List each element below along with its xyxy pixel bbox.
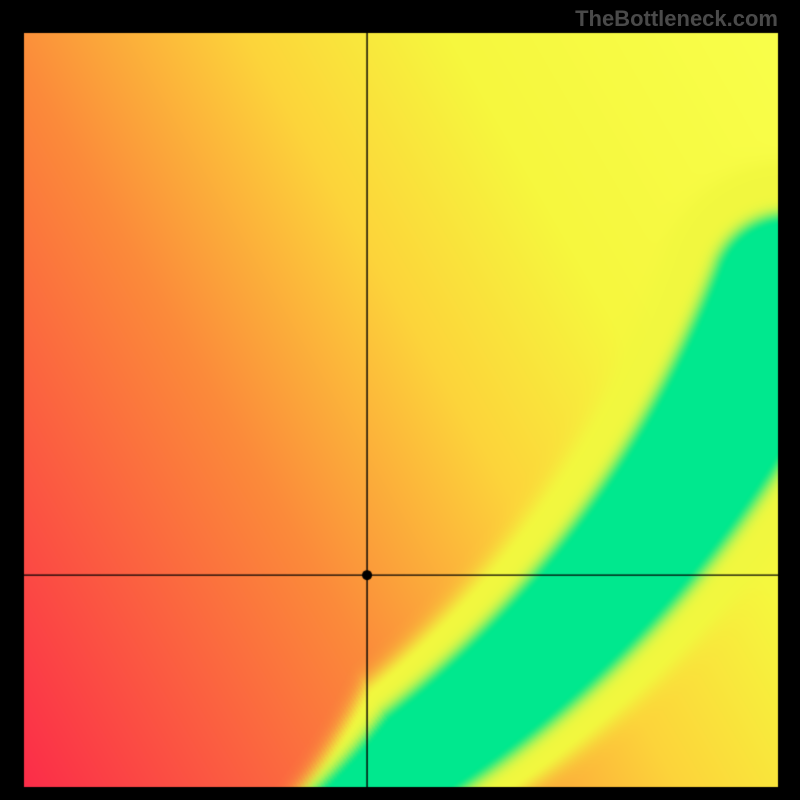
bottleneck-heatmap-canvas bbox=[0, 0, 800, 800]
watermark-text: TheBottleneck.com bbox=[575, 6, 778, 32]
chart-root: { "watermark": { "text": "TheBottleneck.… bbox=[0, 0, 800, 800]
